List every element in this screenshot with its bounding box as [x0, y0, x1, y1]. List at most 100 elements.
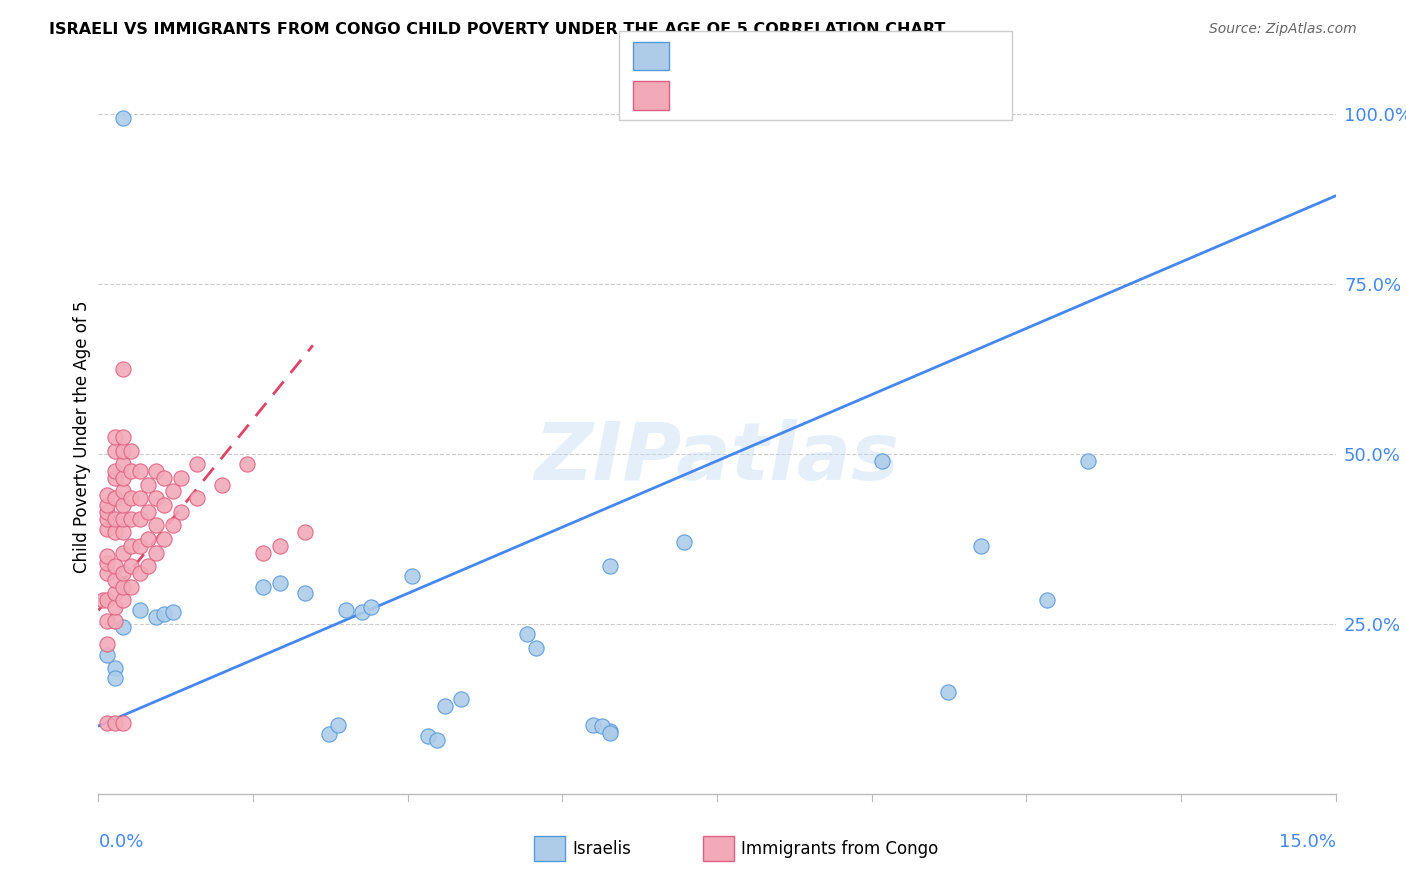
Point [269, 539, 291, 553]
Text: 0.536: 0.536 [724, 46, 780, 64]
Point [96, 614, 118, 628]
Point [112, 525, 135, 540]
Point [162, 484, 184, 499]
Point [104, 511, 127, 525]
Text: ZIPatlas: ZIPatlas [534, 419, 900, 498]
Point [120, 511, 142, 525]
Point [186, 457, 208, 471]
Point [1036, 593, 1059, 607]
Point [112, 511, 135, 525]
Point [96, 556, 118, 570]
Point [136, 505, 159, 519]
Text: 0.515: 0.515 [724, 87, 780, 104]
Point [252, 546, 274, 560]
Point [418, 729, 440, 743]
Point [120, 539, 142, 553]
Point [170, 505, 193, 519]
Point [162, 518, 184, 533]
Point [145, 491, 167, 506]
Point [96, 637, 118, 651]
Point [96, 593, 118, 607]
Point [112, 111, 135, 125]
Point [104, 599, 127, 614]
Point [970, 539, 993, 553]
Point [450, 691, 472, 706]
Point [936, 685, 959, 699]
Text: Immigrants from Congo: Immigrants from Congo [741, 840, 938, 858]
Point [112, 457, 135, 471]
Point [136, 477, 159, 491]
Point [112, 546, 135, 560]
Text: 0.0%: 0.0% [98, 833, 143, 851]
Point [120, 443, 142, 458]
Point [153, 607, 176, 621]
Point [136, 532, 159, 546]
Point [591, 719, 613, 733]
Point [426, 732, 449, 747]
Point [112, 620, 135, 634]
Point [104, 661, 127, 675]
Text: N =: N = [790, 46, 830, 64]
Point [433, 698, 456, 713]
Point [211, 477, 233, 491]
Point [599, 724, 621, 739]
Point [96, 549, 118, 563]
Point [112, 566, 135, 580]
Point [186, 491, 208, 506]
Point [104, 525, 127, 540]
Point [524, 640, 547, 655]
Point [294, 586, 316, 600]
Point [104, 614, 127, 628]
Point [112, 593, 135, 607]
Point [96, 511, 118, 525]
Point [236, 457, 259, 471]
Point [153, 532, 176, 546]
Text: R =: R = [682, 46, 721, 64]
Point [104, 671, 127, 685]
Point [870, 454, 893, 468]
Point [128, 603, 150, 617]
Point [162, 605, 184, 619]
Point [136, 559, 159, 574]
Point [128, 566, 150, 580]
Point [145, 464, 167, 478]
Point [128, 491, 150, 506]
Point [335, 603, 357, 617]
Point [112, 498, 135, 512]
Point [104, 471, 127, 485]
Point [120, 559, 142, 574]
Text: ISRAELI VS IMMIGRANTS FROM CONGO CHILD POVERTY UNDER THE AGE OF 5 CORRELATION CH: ISRAELI VS IMMIGRANTS FROM CONGO CHILD P… [49, 22, 946, 37]
Point [104, 559, 127, 574]
Text: 74: 74 [832, 87, 858, 104]
Point [120, 491, 142, 506]
Point [153, 498, 176, 512]
Point [516, 627, 538, 641]
Point [112, 362, 135, 376]
Point [145, 546, 167, 560]
Point [96, 648, 118, 662]
Point [120, 580, 142, 594]
Point [112, 471, 135, 485]
Point [352, 605, 374, 619]
Text: Source: ZipAtlas.com: Source: ZipAtlas.com [1209, 22, 1357, 37]
Point [128, 464, 150, 478]
Text: R =: R = [682, 87, 721, 104]
Point [145, 610, 167, 624]
Point [96, 498, 118, 512]
Point [252, 580, 274, 594]
Point [96, 505, 118, 519]
Point [326, 717, 349, 731]
Point [104, 491, 127, 506]
Point [104, 586, 127, 600]
Point [104, 430, 127, 444]
Point [269, 576, 291, 591]
Point [145, 518, 167, 533]
Point [599, 725, 621, 739]
Y-axis label: Child Poverty Under the Age of 5: Child Poverty Under the Age of 5 [73, 301, 91, 574]
Point [112, 443, 135, 458]
Point [96, 522, 118, 536]
Point [170, 471, 193, 485]
Point [112, 715, 135, 730]
Point [112, 580, 135, 594]
Point [91, 593, 114, 607]
